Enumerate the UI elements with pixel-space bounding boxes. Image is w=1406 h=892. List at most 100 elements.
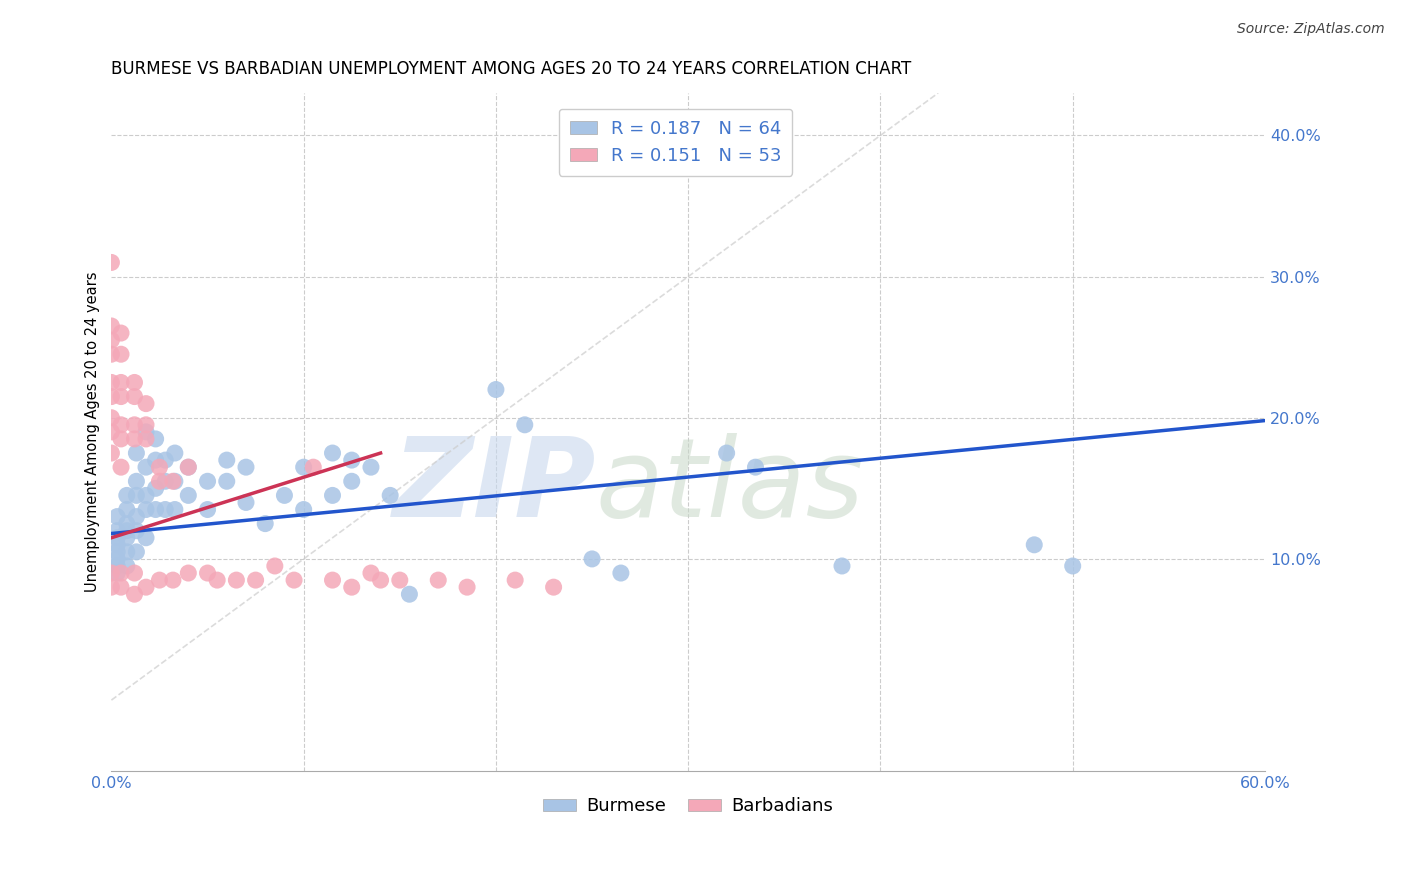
Point bbox=[321, 573, 343, 587]
Text: atlas: atlas bbox=[596, 433, 865, 540]
Point bbox=[110, 347, 132, 361]
Point bbox=[456, 580, 478, 594]
Point bbox=[292, 460, 315, 475]
Point bbox=[716, 446, 738, 460]
Point bbox=[125, 545, 148, 559]
Point bbox=[215, 475, 238, 489]
Point bbox=[197, 502, 219, 516]
Point bbox=[321, 488, 343, 502]
Point bbox=[110, 417, 132, 432]
Point bbox=[145, 453, 167, 467]
Point bbox=[100, 255, 122, 269]
Point bbox=[125, 524, 148, 538]
Point bbox=[513, 417, 536, 432]
Point bbox=[105, 538, 128, 552]
Point bbox=[135, 397, 157, 411]
Point bbox=[110, 460, 132, 475]
Point bbox=[125, 446, 148, 460]
Point bbox=[125, 475, 148, 489]
Point bbox=[135, 432, 157, 446]
Point bbox=[831, 559, 853, 574]
Point bbox=[115, 516, 138, 531]
Point bbox=[340, 475, 363, 489]
Point bbox=[105, 531, 128, 545]
Point bbox=[155, 475, 177, 489]
Point bbox=[744, 460, 766, 475]
Point bbox=[135, 580, 157, 594]
Point bbox=[110, 390, 132, 404]
Point bbox=[1024, 538, 1046, 552]
Point bbox=[135, 425, 157, 439]
Point bbox=[124, 587, 146, 601]
Point bbox=[360, 566, 382, 580]
Point bbox=[398, 587, 420, 601]
Point bbox=[115, 502, 138, 516]
Point bbox=[110, 580, 132, 594]
Point bbox=[115, 559, 138, 574]
Point bbox=[110, 326, 132, 340]
Point bbox=[110, 566, 132, 580]
Point bbox=[215, 453, 238, 467]
Point bbox=[581, 552, 603, 566]
Point bbox=[124, 376, 146, 390]
Point bbox=[100, 425, 122, 439]
Point bbox=[100, 376, 122, 390]
Point bbox=[135, 488, 157, 502]
Point bbox=[388, 573, 411, 587]
Point bbox=[135, 531, 157, 545]
Point bbox=[370, 573, 392, 587]
Point bbox=[148, 475, 170, 489]
Point bbox=[145, 481, 167, 495]
Point bbox=[292, 502, 315, 516]
Point bbox=[100, 333, 122, 347]
Point bbox=[177, 460, 200, 475]
Point bbox=[177, 566, 200, 580]
Point bbox=[100, 318, 122, 333]
Point bbox=[302, 460, 325, 475]
Point bbox=[105, 559, 128, 574]
Point bbox=[543, 580, 565, 594]
Point bbox=[145, 432, 167, 446]
Point bbox=[124, 390, 146, 404]
Point bbox=[155, 453, 177, 467]
Point bbox=[125, 488, 148, 502]
Point bbox=[105, 509, 128, 524]
Point bbox=[485, 383, 508, 397]
Point bbox=[115, 545, 138, 559]
Point bbox=[340, 453, 363, 467]
Legend: Burmese, Barbadians: Burmese, Barbadians bbox=[536, 790, 841, 822]
Point bbox=[124, 566, 146, 580]
Point bbox=[427, 573, 450, 587]
Point bbox=[380, 488, 402, 502]
Point bbox=[254, 516, 277, 531]
Point bbox=[105, 545, 128, 559]
Point bbox=[155, 502, 177, 516]
Point bbox=[105, 524, 128, 538]
Point bbox=[340, 580, 363, 594]
Point bbox=[263, 559, 285, 574]
Point bbox=[283, 573, 305, 587]
Point bbox=[124, 432, 146, 446]
Point bbox=[273, 488, 295, 502]
Point bbox=[100, 580, 122, 594]
Text: BURMESE VS BARBADIAN UNEMPLOYMENT AMONG AGES 20 TO 24 YEARS CORRELATION CHART: BURMESE VS BARBADIAN UNEMPLOYMENT AMONG … bbox=[111, 60, 911, 78]
Text: ZIP: ZIP bbox=[392, 433, 596, 540]
Point bbox=[610, 566, 633, 580]
Point bbox=[100, 446, 122, 460]
Point bbox=[225, 573, 247, 587]
Point bbox=[177, 488, 200, 502]
Point bbox=[124, 417, 146, 432]
Point bbox=[163, 475, 186, 489]
Point bbox=[100, 566, 122, 580]
Text: Source: ZipAtlas.com: Source: ZipAtlas.com bbox=[1237, 22, 1385, 37]
Point bbox=[100, 410, 122, 425]
Point bbox=[177, 460, 200, 475]
Point bbox=[115, 488, 138, 502]
Point bbox=[145, 502, 167, 516]
Point bbox=[360, 460, 382, 475]
Point bbox=[125, 509, 148, 524]
Point bbox=[115, 531, 138, 545]
Point bbox=[197, 475, 219, 489]
Point bbox=[321, 446, 343, 460]
Point bbox=[162, 573, 184, 587]
